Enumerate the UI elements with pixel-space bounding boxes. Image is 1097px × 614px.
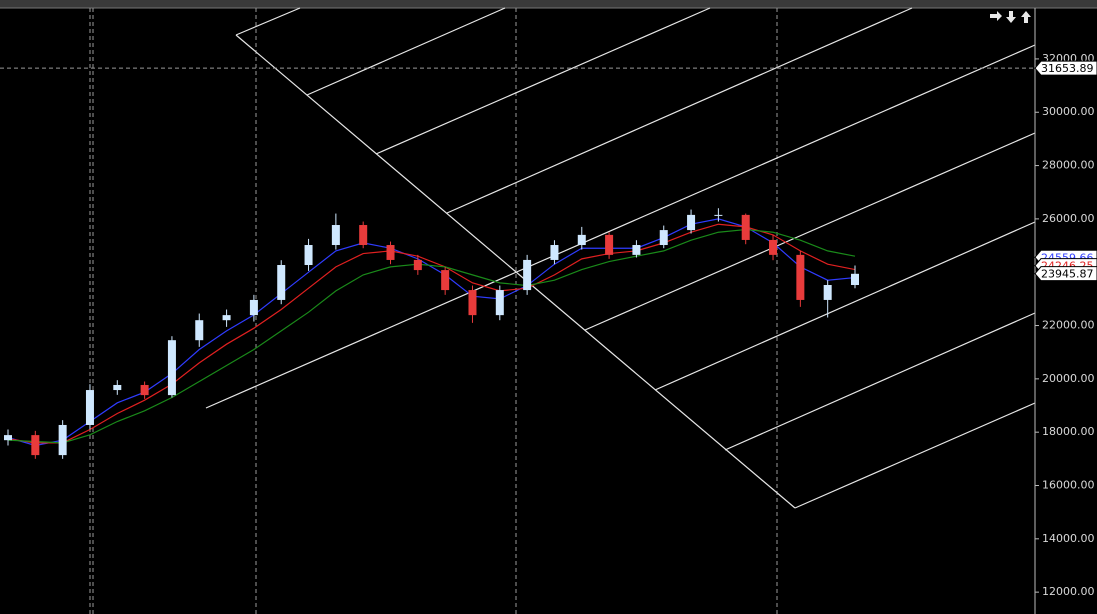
- candle-body: [605, 234, 614, 255]
- candle-body: [550, 245, 559, 260]
- candle-body: [659, 230, 668, 246]
- moving-average: [7, 223, 856, 444]
- candle-body: [386, 245, 395, 260]
- y-tick-label: 12000.00: [1042, 585, 1095, 598]
- pitchfork-line: [654, 221, 1036, 391]
- y-tick-label: 26000.00: [1042, 212, 1095, 225]
- candle-body: [413, 259, 422, 271]
- candle-body: [58, 424, 67, 456]
- candle-body: [632, 245, 641, 255]
- pitchfork-line: [235, 34, 796, 509]
- pitchfork-line: [794, 402, 1036, 509]
- candle-body: [195, 320, 204, 341]
- y-tick-label: 16000.00: [1042, 478, 1095, 491]
- scroll-right-button[interactable]: [990, 11, 1002, 21]
- pitchfork-line: [724, 312, 1036, 451]
- period-separators: [89, 8, 778, 614]
- candle-body: [495, 290, 504, 316]
- pitchfork-line: [306, 7, 506, 96]
- moving-average: [7, 228, 856, 444]
- scroll-up-button[interactable]: [1021, 11, 1031, 23]
- candle-body: [714, 214, 723, 216]
- pitchfork-line: [375, 7, 711, 155]
- candle-body: [577, 234, 586, 246]
- price-tag: [1034, 266, 1097, 282]
- candle-body: [741, 214, 750, 240]
- candle-body: [167, 340, 176, 396]
- candle-body: [359, 225, 368, 246]
- candle-body: [85, 390, 94, 425]
- moving-average: [7, 218, 856, 447]
- price-tag: [1034, 60, 1097, 76]
- candle-body: [331, 225, 340, 246]
- candle-body: [249, 299, 258, 316]
- candle-body: [113, 384, 122, 391]
- pitchfork-line: [205, 44, 1036, 409]
- candle-body: [140, 384, 149, 396]
- nav-arrows[interactable]: [990, 11, 1031, 23]
- candle-body: [441, 270, 450, 291]
- price-tag-label: 23945.87: [1041, 268, 1094, 281]
- candle-body: [277, 265, 286, 300]
- candle-body: [31, 435, 40, 456]
- candle-body: [222, 315, 231, 321]
- candle-body: [796, 254, 805, 300]
- candle-body: [687, 214, 696, 231]
- candle-body: [304, 245, 313, 266]
- scroll-down-button[interactable]: [1006, 11, 1016, 23]
- pitchfork-line: [235, 7, 301, 36]
- pitchfork-drawing: [205, 7, 1036, 509]
- pitchfork-line: [584, 132, 1036, 331]
- price-tag-label: 31653.89: [1041, 62, 1094, 75]
- y-tick-label: 30000.00: [1042, 105, 1095, 118]
- y-tick-label: 20000.00: [1042, 372, 1095, 385]
- candle-body: [523, 259, 532, 291]
- y-tick-label: 18000.00: [1042, 425, 1095, 438]
- top-strip: [0, 0, 1097, 8]
- pitchfork-line: [446, 7, 913, 214]
- y-tick-label: 14000.00: [1042, 532, 1095, 545]
- y-tick-label: 22000.00: [1042, 319, 1095, 332]
- y-tick-label: 28000.00: [1042, 159, 1095, 172]
- candle-body: [4, 435, 12, 441]
- candle-body: [769, 239, 778, 255]
- candle-body: [468, 290, 477, 316]
- candle-body: [851, 273, 859, 286]
- candle-body: [823, 285, 832, 300]
